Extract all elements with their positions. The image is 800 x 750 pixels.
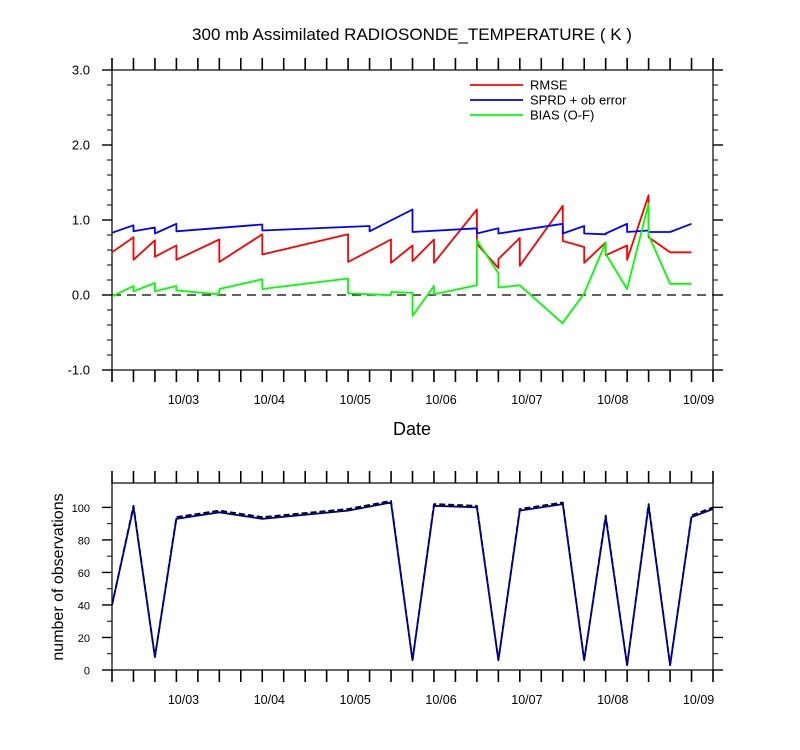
legend-label: SPRD + ob error [530,93,627,108]
top-panel: 10/03 10/04 10/05 10/06 10/07 10/08 10/09 -1.0 0… [68,58,723,407]
x-tick-label: 10/08 [597,393,628,407]
y-tick-label: -1.0 [68,363,90,378]
x-tick-label: 10/04 [254,393,285,407]
y-axis-label: number of observations [50,493,67,660]
series-line-sprd-ob-error [112,208,692,236]
legend-label: BIAS (O-F) [530,108,594,123]
series-line-bias-o-f [112,202,692,325]
y-tick-label: 1.0 [72,213,90,228]
y-tick-label: 2.0 [72,138,90,153]
x-tick-label: 10/06 [425,693,456,707]
y-tick-label: 100 [72,503,90,515]
x-tick-label: 10/08 [597,693,628,707]
x-tick-label: 10/09 [683,693,714,707]
chart-title: 300 mb Assimilated RADIOSONDE_TEMPERATUR… [192,25,632,44]
x-tick-label: 10/07 [511,393,542,407]
y-tick-label: 0 [84,666,90,678]
x-tick-label: 10/04 [254,693,285,707]
series-line-rmse [112,194,692,269]
x-tick-label: 10/03 [168,693,199,707]
series-line-obs-possible [112,501,713,666]
legend-label: RMSE [530,78,568,93]
x-tick-label: 10/03 [168,393,199,407]
y-tick-label: 20 [78,633,90,645]
y-tick-label: 60 [78,568,90,580]
x-tick-label: 10/07 [511,693,542,707]
bottom-panel: 10/03 10/04 10/05 10/06 10/07 10/08 10/09 0 20 40… [72,471,723,707]
x-axis-label: Date [393,419,431,439]
y-tick-label: 0.0 [72,288,90,303]
x-tick-label: 10/09 [683,393,714,407]
y-tick-label: 80 [78,535,90,547]
x-tick-label: 10/05 [340,393,371,407]
x-tick-label: 10/05 [340,693,371,707]
y-tick-label: 3.0 [72,63,90,78]
x-tick-label: 10/06 [425,393,456,407]
y-tick-label: 40 [78,600,90,612]
